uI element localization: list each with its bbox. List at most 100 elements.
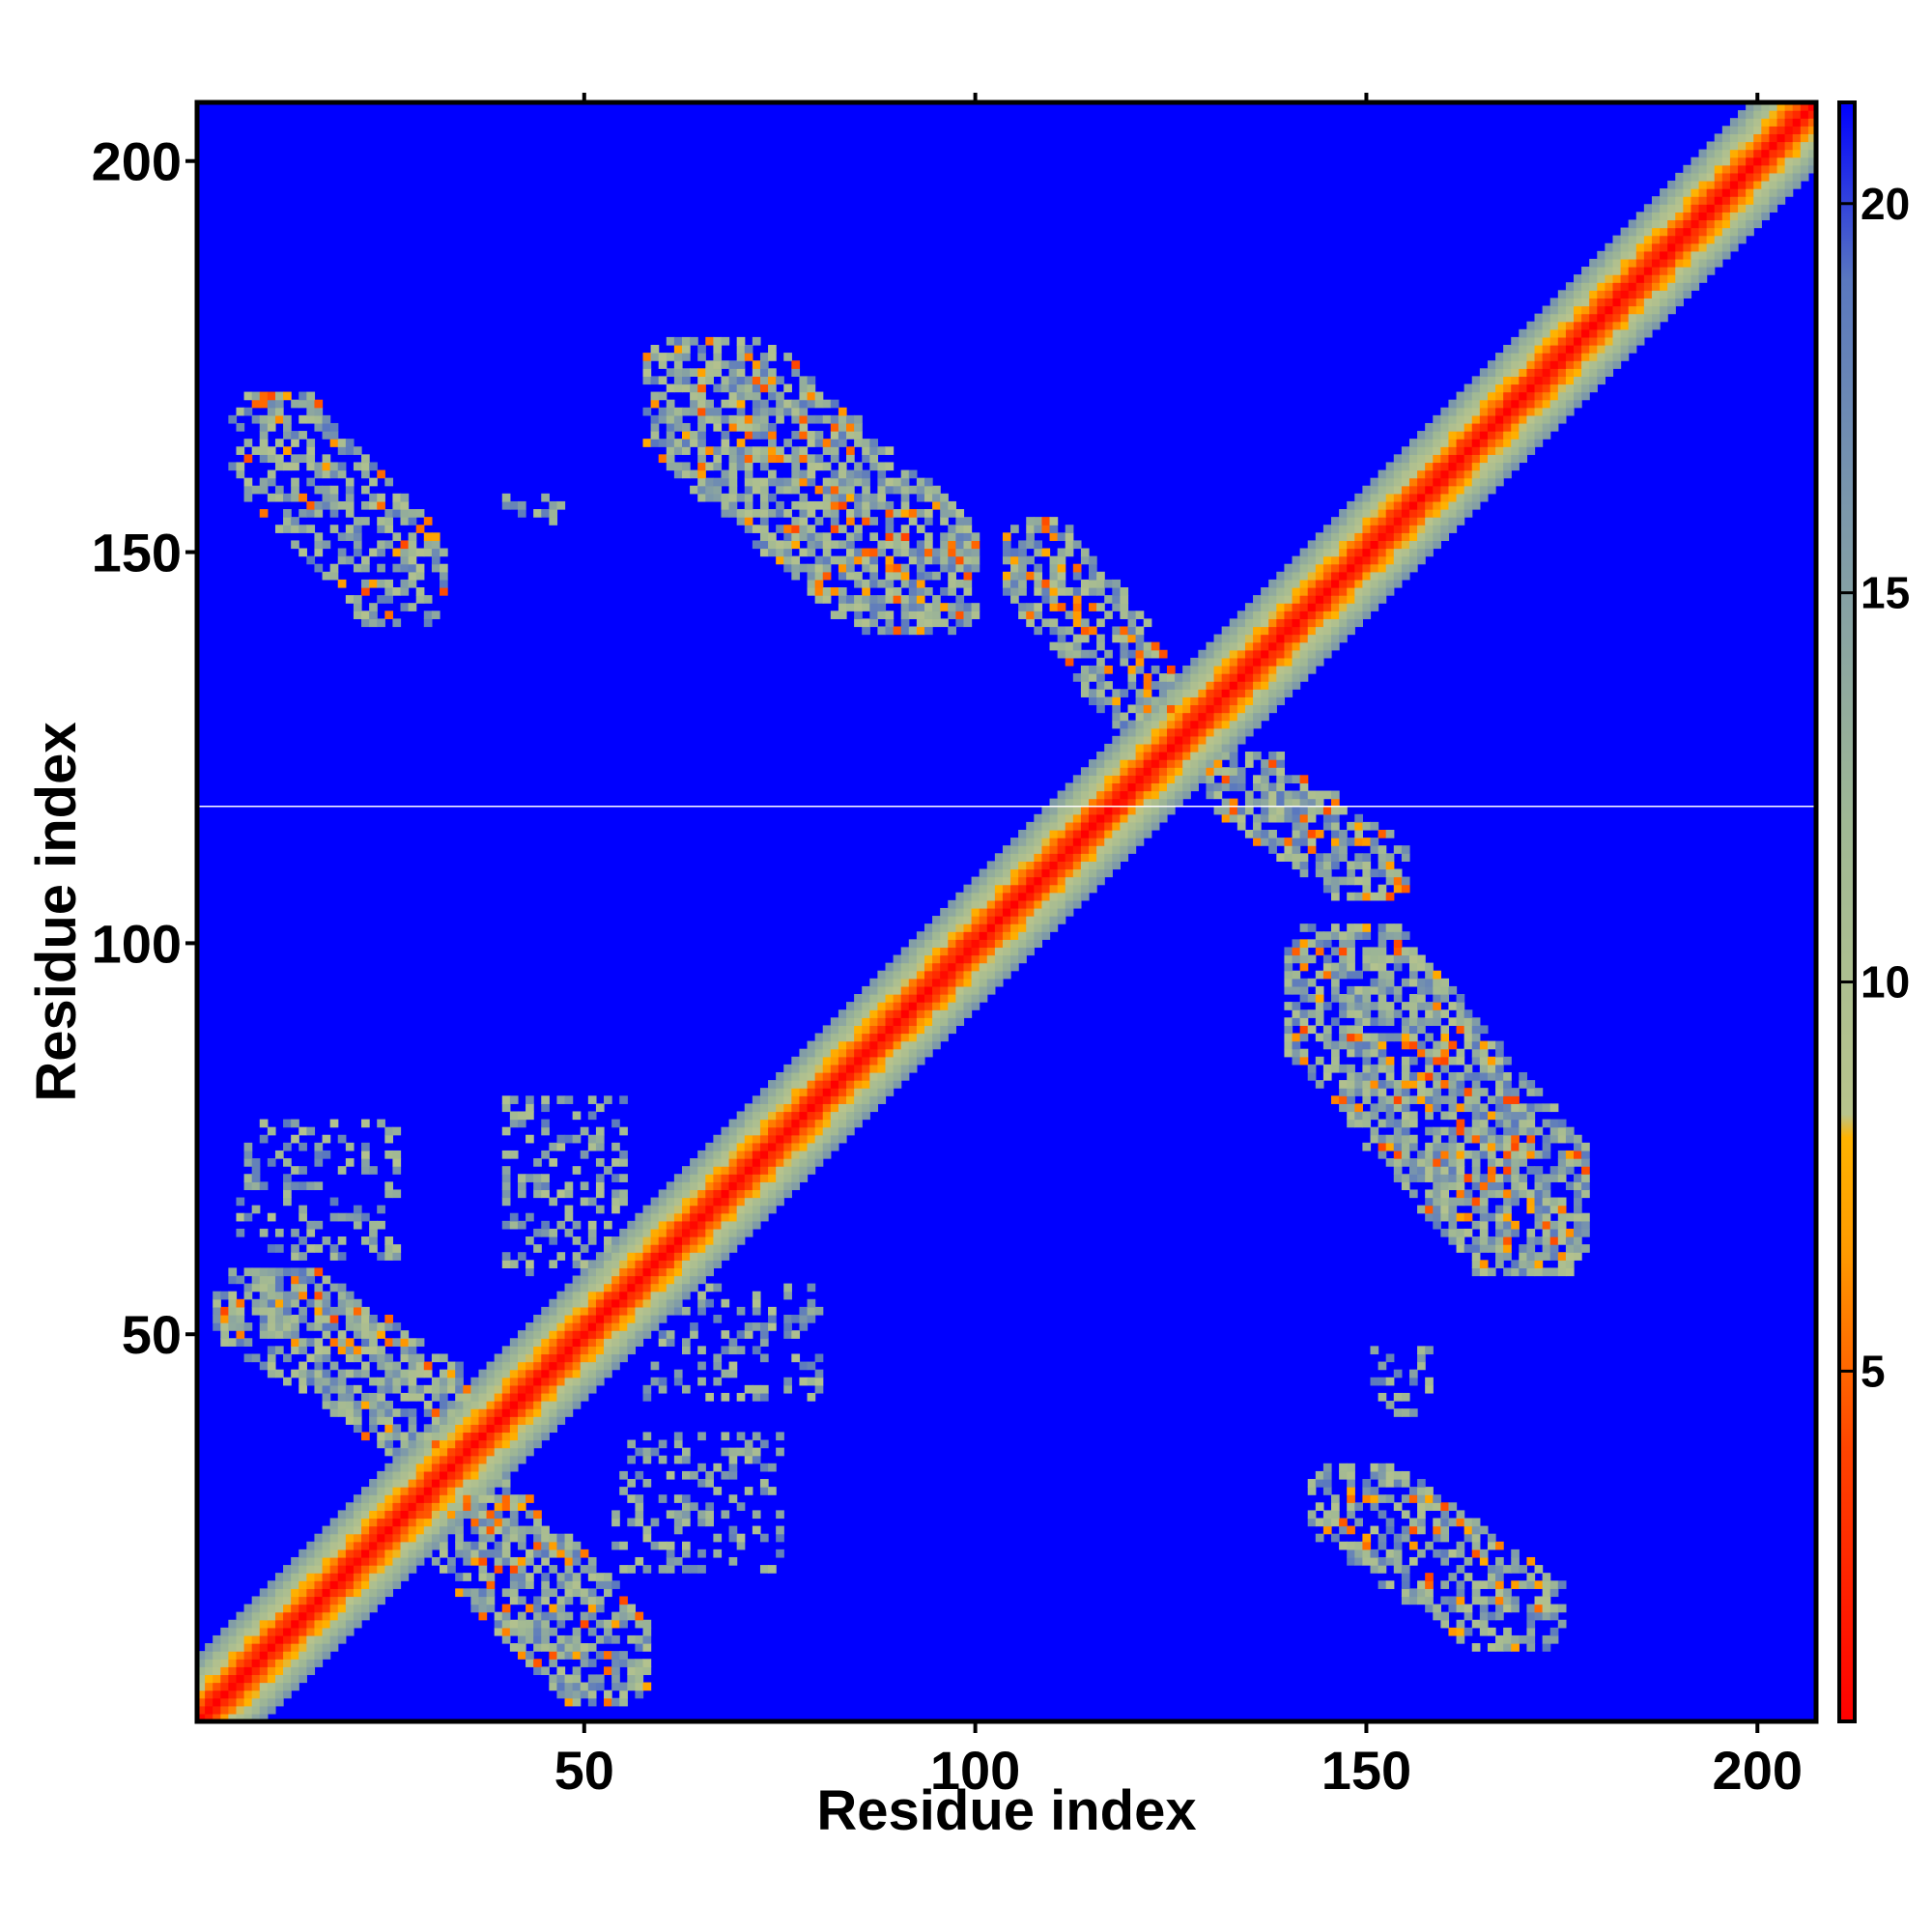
heatmap-cell (1292, 806, 1301, 815)
heatmap-cell (830, 1126, 839, 1136)
heatmap-cell (517, 1346, 526, 1355)
heatmap-cell (1511, 1103, 1520, 1113)
heatmap-cell (1261, 649, 1269, 659)
heatmap-cell (1010, 923, 1019, 932)
heatmap-cell (1190, 743, 1199, 753)
heatmap-cell (759, 1565, 769, 1574)
heatmap-cell (1463, 1126, 1473, 1136)
heatmap-cell (267, 1580, 276, 1589)
heatmap-cell (369, 1220, 378, 1230)
heatmap-cell (1072, 618, 1082, 628)
heatmap-cell (1057, 798, 1066, 808)
heatmap-cell (776, 1150, 784, 1159)
heatmap-cell (1362, 586, 1372, 596)
heatmap-cell (1072, 775, 1082, 784)
heatmap-cell (932, 1009, 941, 1018)
heatmap-cell (197, 1705, 206, 1715)
heatmap-cell (1362, 1048, 1372, 1058)
heatmap-cell (1479, 1244, 1489, 1253)
heatmap-cell (690, 1502, 698, 1511)
heatmap-cell (690, 1470, 698, 1480)
heatmap-cell (322, 1322, 331, 1331)
heatmap-cell (1307, 657, 1317, 667)
heatmap-cell (807, 1119, 816, 1128)
heatmap-cell (1417, 1479, 1426, 1488)
heatmap-cell (213, 1634, 221, 1644)
heatmap-cell (673, 1205, 683, 1214)
heatmap-cell (1002, 579, 1011, 588)
heatmap-cell (533, 1424, 542, 1434)
heatmap-cell (1049, 579, 1059, 588)
heatmap-cell (1057, 916, 1066, 924)
heatmap-cell (509, 1338, 519, 1347)
heatmap-cell (213, 1690, 221, 1699)
heatmap-cell (1511, 1174, 1520, 1182)
heatmap-cell (526, 1236, 534, 1245)
heatmap-cell (838, 1071, 847, 1081)
heatmap-cell (1347, 970, 1355, 980)
heatmap-cell (564, 1690, 574, 1699)
heatmap-cell (728, 1533, 738, 1543)
heatmap-cell (1166, 752, 1176, 760)
heatmap-cell (752, 1126, 761, 1136)
heatmap-cell (501, 1611, 511, 1621)
heatmap-cell (838, 1040, 847, 1050)
heatmap-cell (885, 586, 895, 596)
heatmap-cell (1417, 978, 1426, 987)
heatmap-cell (298, 1651, 307, 1660)
heatmap-cell (1041, 813, 1051, 823)
heatmap-cell (345, 1142, 355, 1151)
heatmap-cell (533, 1548, 542, 1558)
heatmap-cell (470, 1487, 480, 1495)
heatmap-cell (1307, 1064, 1317, 1073)
heatmap-cell (744, 1439, 753, 1449)
heatmap-cell (541, 1541, 550, 1550)
heatmap-cell (306, 1611, 316, 1621)
heatmap-cell (822, 1126, 832, 1136)
heatmap-cell (509, 1260, 519, 1268)
heatmap-cell (1112, 813, 1121, 823)
heatmap-cell (1276, 634, 1286, 643)
heatmap-cell (1433, 1040, 1441, 1050)
heatmap-cell (658, 1291, 668, 1300)
heatmap-cell (1026, 838, 1035, 846)
heatmap-cell (893, 1040, 902, 1050)
heatmap-cell (274, 1580, 284, 1589)
heatmap-cell (1463, 1095, 1473, 1104)
heatmap-cell (236, 1338, 245, 1347)
heatmap-cell (1175, 798, 1183, 808)
heatmap-cell (478, 1596, 488, 1605)
heatmap-cell (1425, 1111, 1434, 1121)
heatmap-cell (822, 1056, 832, 1065)
heatmap-cell (400, 1573, 410, 1581)
heatmap-cell (713, 1244, 723, 1253)
heatmap-cell (408, 1541, 417, 1550)
heatmap-cell (564, 1556, 574, 1566)
heatmap-cell (564, 1369, 574, 1378)
heatmap-cell (1221, 798, 1231, 808)
heatmap-cell (1471, 1048, 1481, 1058)
heatmap-cell (1408, 1174, 1418, 1182)
heatmap-cell (329, 1619, 339, 1629)
heatmap-cell (885, 1025, 895, 1035)
heatmap-cell (635, 1470, 644, 1480)
heatmap-cell (486, 1424, 496, 1434)
heatmap-cell (377, 1525, 385, 1535)
heatmap-cell (1315, 1080, 1324, 1089)
heatmap-cell (1292, 985, 1301, 995)
heatmap-cell (627, 1244, 637, 1253)
heatmap-cell (619, 1150, 628, 1159)
heatmap-cell (1244, 704, 1254, 714)
heatmap-cell (736, 1220, 746, 1230)
heatmap-cell (1378, 994, 1387, 1003)
heatmap-cell (259, 1298, 269, 1308)
heatmap-cell (283, 1330, 292, 1339)
heatmap-cell (1026, 868, 1035, 878)
heatmap-cell (814, 1033, 824, 1042)
heatmap-cell (1127, 759, 1137, 768)
heatmap-cell (1347, 868, 1355, 878)
heatmap-cell (1072, 813, 1082, 823)
heatmap-cell (494, 1447, 503, 1457)
heatmap-cell (690, 1205, 698, 1214)
heatmap-cell (533, 1174, 542, 1182)
